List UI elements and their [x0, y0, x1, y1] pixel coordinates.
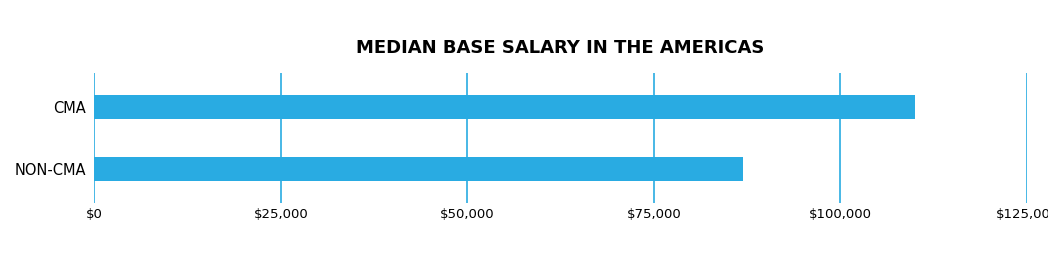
Bar	[94, 95, 915, 119]
Title: MEDIAN BASE SALARY IN THE AMERICAS: MEDIAN BASE SALARY IN THE AMERICAS	[356, 39, 765, 57]
Bar	[94, 157, 743, 180]
